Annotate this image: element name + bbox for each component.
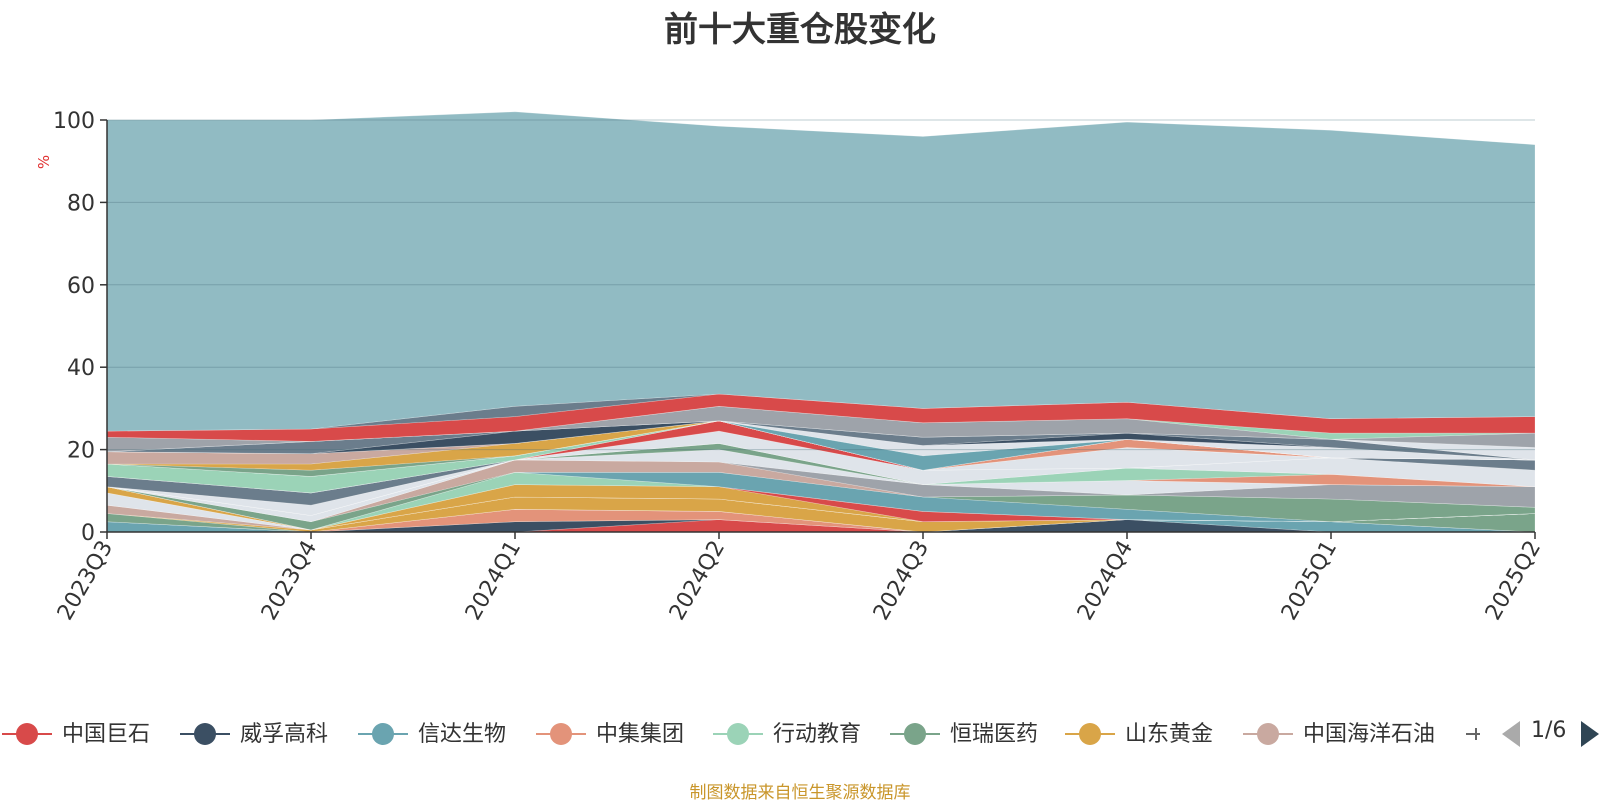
legend-label: 中国巨石 [62, 722, 151, 747]
legend-label: 中国海洋石油 [1303, 722, 1436, 747]
legend-marker [16, 723, 38, 745]
y-axis-unit-label: % [35, 155, 53, 169]
legend-marker [550, 723, 572, 745]
legend-marker [727, 723, 749, 745]
legend-marker [1079, 723, 1101, 745]
x-tick-label: 2024Q4 [1073, 537, 1138, 625]
area-series-42 [106, 111, 1536, 432]
legend-prev-page-icon[interactable] [1502, 721, 1520, 747]
x-tick-label: 2024Q1 [461, 537, 526, 625]
x-tick-label: 2025Q2 [1481, 537, 1546, 625]
grid-lines [107, 119, 1535, 451]
x-tick-label: 2023Q3 [53, 537, 118, 625]
y-tick-label: 80 [67, 191, 95, 216]
source-footer: 制图数据来自恒生聚源数据库 [689, 783, 911, 803]
x-tick-label: 2024Q3 [869, 537, 934, 625]
legend-marker [1257, 723, 1279, 745]
legend-next-page-icon[interactable] [1581, 721, 1599, 747]
legend-label: 行动教育 [773, 722, 862, 747]
x-tick-label: 2024Q2 [665, 537, 730, 625]
y-tick-label: 100 [53, 109, 95, 134]
x-tick-label: 2025Q1 [1277, 537, 1342, 625]
chart-title: 前十大重仓股变化 [664, 10, 936, 50]
area-series-16 [106, 459, 1536, 523]
legend-label: 威孚高科 [240, 722, 329, 747]
legend-label: 山东黄金 [1125, 722, 1214, 747]
y-tick-label: 20 [67, 439, 95, 464]
legend-marker [904, 723, 926, 745]
legend-item[interactable]: 中集集团 [588, 712, 684, 752]
y-tick-label: 40 [67, 356, 95, 381]
legend-item[interactable]: 山东黄金 [1117, 712, 1213, 752]
legend-markers [2, 721, 1599, 747]
legend-label: 中集集团 [596, 722, 685, 747]
legend: 中国巨石 威孚高科 信达生物 中集集团 行动教育 恒瑞医药 山东黄金 中国海洋石油 [0, 712, 1600, 752]
legend-page-indicator: 1/6 [1531, 718, 1567, 743]
legend-item[interactable]: 信达生物 [410, 712, 506, 752]
legend-item[interactable]: 恒瑞医药 [942, 712, 1038, 752]
area-series-layer [106, 111, 1536, 533]
legend-item[interactable]: 威孚高科 [232, 712, 328, 752]
legend-item[interactable]: 行动教育 [765, 712, 861, 752]
legend-marker [194, 723, 216, 745]
area-series-22 [106, 430, 1536, 506]
legend-label: 信达生物 [418, 722, 507, 747]
legend-label: 恒瑞医药 [950, 722, 1039, 747]
legend-item[interactable]: 中国海洋石油 [1295, 712, 1435, 752]
y-tick-label: 60 [67, 274, 95, 299]
legend-item[interactable]: 中国巨石 [54, 712, 150, 752]
legend-marker [372, 723, 394, 745]
x-tick-label: 2023Q4 [257, 537, 322, 625]
area-series-31 [106, 420, 1536, 471]
area-series-37 [106, 420, 1536, 461]
y-tick-label: 0 [81, 521, 95, 546]
